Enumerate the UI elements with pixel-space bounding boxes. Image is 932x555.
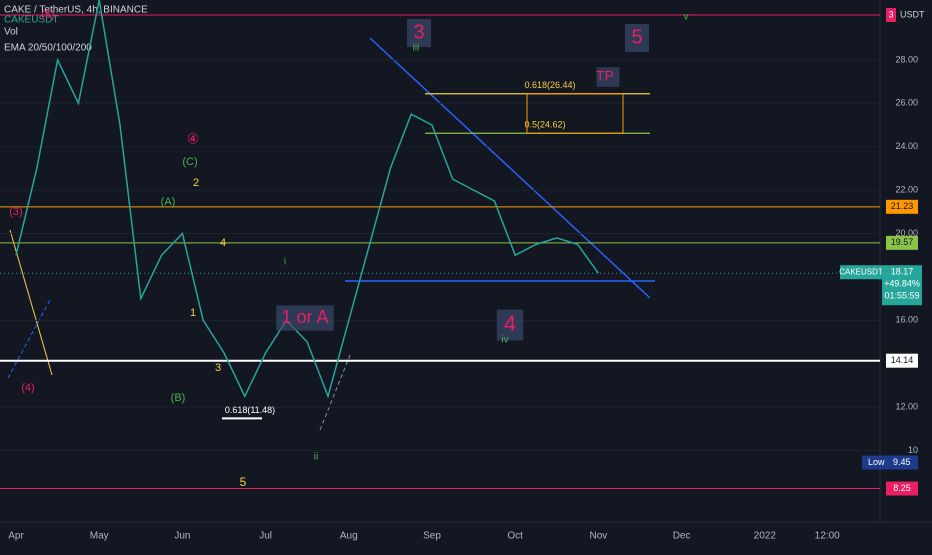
wave-label: TP (596, 68, 614, 84)
level-tag (886, 199, 918, 214)
price-line (15, 0, 600, 399)
ema-label: EMA 20/50/100/200 (4, 43, 92, 54)
legend-entry: CAKEUSDT (4, 15, 58, 26)
currency-label: USDT (900, 9, 925, 19)
wave-label: 2 (193, 177, 199, 189)
wave-label: v (684, 12, 689, 23)
level-tag (886, 235, 918, 250)
wave-label: (B) (171, 392, 186, 404)
y-tick-label: 10 (908, 445, 918, 455)
x-tick-label: Oct (507, 531, 523, 542)
wave-label: (A) (161, 196, 176, 208)
wave-label: ④ (187, 131, 200, 147)
x-tick-label: May (90, 531, 109, 542)
symbol-title: CAKE / TetherUS, 4h, BINANCE (4, 5, 148, 16)
level-tag (886, 8, 896, 22)
wave-label: (3) (9, 206, 22, 218)
wave-label: 3 (215, 362, 221, 374)
wave-label: (5) (41, 9, 54, 21)
y-tick-label: 12.00 (895, 402, 918, 412)
label-box (596, 67, 620, 87)
x-tick-label: 2022 (754, 531, 777, 542)
level-label: 14.14 (891, 355, 914, 365)
wave-label: 4 (504, 311, 516, 336)
wave-label: 1 (190, 307, 196, 319)
price-tag (882, 265, 922, 306)
fib-label: 0.618(26.44) (524, 80, 575, 90)
wave-label: (4) (21, 382, 34, 394)
y-tick-label: 24.00 (895, 141, 918, 151)
symbol-tag (840, 265, 882, 280)
x-tick-label: Apr (8, 531, 24, 542)
fib-label: 0.5(24.62) (524, 120, 565, 130)
wave-label: 3 (413, 21, 424, 43)
level-label: 19.57 (891, 237, 914, 247)
wave-label: 4 (220, 237, 226, 249)
wave-label: 1 or A (281, 307, 328, 327)
y-tick-label: 16.00 (895, 315, 918, 325)
wave-label: i (284, 257, 286, 268)
wave-label: ii (314, 452, 318, 463)
x-tick-label: Sep (423, 531, 441, 542)
y-tick-label: 26.00 (895, 98, 918, 108)
y-tick-label: 22.00 (895, 184, 918, 194)
wave-label: (C) (182, 156, 197, 168)
x-tick-label: Dec (673, 531, 691, 542)
wave-label: 5 (240, 475, 247, 489)
fib-label: 0.618(11.48) (225, 405, 275, 415)
countdown-label: 01:55:59 (884, 291, 919, 301)
x-tick-label: Jul (259, 531, 272, 542)
y-tick-label: 20.00 (895, 228, 918, 238)
label-box (496, 309, 524, 341)
level-tag (886, 481, 918, 496)
symbol-label: CAKEUSDT (839, 267, 883, 276)
trend-line (369, 37, 651, 299)
wave-label: 5 (631, 26, 642, 48)
wave-line (7, 299, 51, 379)
x-tick-label: Aug (340, 531, 358, 542)
level-label: 8.25 (893, 483, 911, 493)
level-label: 3 (888, 9, 893, 19)
wave-label: iv (501, 335, 508, 346)
wave-label: iii (413, 43, 420, 54)
low-value: 9.45 (893, 457, 911, 467)
level-label: 21.23 (891, 201, 914, 211)
label-box (276, 305, 334, 331)
y-tick-label: 28.00 (895, 54, 918, 64)
low-label: Low (868, 457, 885, 467)
change-label: +49.84% (884, 279, 920, 289)
x-tick-label: 12:00 (815, 531, 840, 542)
x-tick-label: Nov (590, 531, 608, 542)
label-box (407, 19, 431, 47)
volume-label: Vol (4, 27, 18, 38)
price-label: 18.17 (891, 267, 914, 277)
tp-box (526, 93, 624, 134)
label-box (625, 24, 649, 52)
level-tag (886, 353, 918, 368)
low-tag (862, 455, 918, 470)
x-tick-label: Jun (174, 531, 190, 542)
